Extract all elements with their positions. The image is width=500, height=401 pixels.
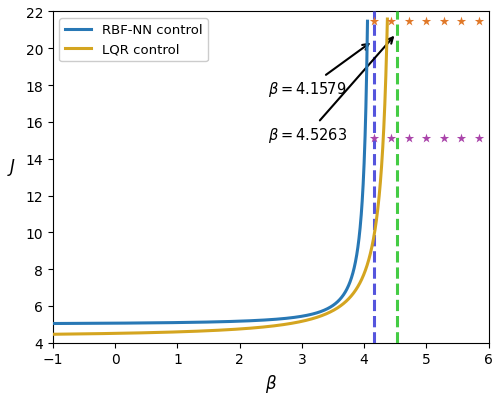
RBF-NN control (140, 321, 145, 326)
Point (405, 18, 413, 25)
Point (440, 136, 448, 142)
Point (370, 18, 378, 25)
Point (370, 136, 378, 142)
LQR control (380, 146, 386, 151)
Point (474, 18, 482, 25)
X-axis label: $\beta$: $\beta$ (264, 372, 277, 394)
Point (492, 136, 500, 142)
RBF-NN control (364, 20, 370, 24)
Legend: RBF-NN control, LQR control: RBF-NN control, LQR control (60, 19, 208, 62)
Line: LQR control: LQR control (53, 20, 388, 334)
LQR control (156, 330, 162, 335)
Point (440, 18, 448, 25)
LQR control (266, 324, 272, 329)
Point (457, 136, 465, 142)
LQR control (134, 331, 140, 336)
RBF-NN control (50, 321, 56, 326)
RBF-NN control (159, 320, 165, 325)
Point (405, 136, 413, 142)
LQR control (196, 329, 202, 334)
Text: $\beta = 4.1579$: $\beta = 4.1579$ (268, 45, 368, 99)
Point (388, 136, 396, 142)
LQR control (50, 332, 56, 337)
Point (388, 18, 396, 25)
Point (422, 18, 430, 25)
RBF-NN control (162, 320, 168, 325)
Point (474, 136, 482, 142)
RBF-NN control (175, 320, 181, 325)
LQR control (384, 18, 390, 22)
Line: RBF-NN control: RBF-NN control (53, 22, 368, 324)
RBF-NN control (256, 318, 262, 323)
Point (457, 18, 465, 25)
LQR control (155, 330, 161, 335)
Text: $\beta = 4.5263$: $\beta = 4.5263$ (268, 38, 393, 145)
Point (422, 136, 430, 142)
Point (492, 18, 500, 25)
Y-axis label: $J$: $J$ (7, 157, 16, 178)
RBF-NN control (285, 316, 291, 321)
